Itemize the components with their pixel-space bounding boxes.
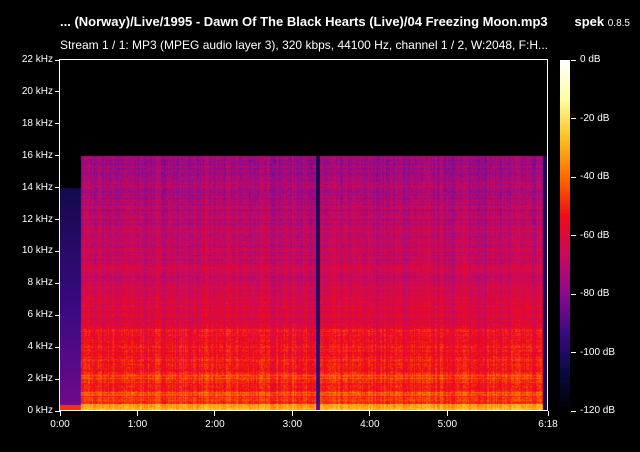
- y-tick: [55, 378, 60, 380]
- colorbar-tick: [571, 410, 576, 412]
- x-tick-label: 3:00: [282, 419, 303, 430]
- x-tick-label: 0:00: [50, 419, 70, 430]
- x-tick-label: 4:00: [360, 419, 380, 430]
- colorbar-tick: [571, 118, 576, 119]
- y-tick-label: 6 kHz: [27, 309, 53, 321]
- y-tick: [55, 282, 60, 284]
- x-tick: [214, 411, 216, 416]
- app-name-label: spek: [574, 14, 605, 29]
- colorbar-tick-label: -80 dB: [580, 288, 610, 299]
- colorbar: [560, 60, 570, 411]
- spectrogram: [60, 60, 548, 411]
- y-tick: [55, 314, 60, 316]
- y-tick: [55, 219, 60, 221]
- app-version: 0.8.5: [607, 18, 630, 29]
- y-tick-label: 12 kHz: [21, 213, 53, 225]
- colorbar-tick: [571, 59, 576, 61]
- y-tick-label: 20 kHz: [21, 85, 53, 97]
- y-tick: [55, 155, 60, 157]
- x-tick: [291, 411, 293, 416]
- y-tick: [55, 187, 60, 189]
- y-tick-label: 16 kHz: [21, 149, 53, 161]
- colorbar-tick-label: -20 dB: [580, 112, 610, 124]
- colorbar-tick-label: 0 dB: [580, 54, 601, 65]
- stream-info: Stream 1 / 1: MP3 (MPEG audio layer 3), …: [60, 38, 549, 52]
- x-tick-label: 5:00: [437, 419, 458, 430]
- x-tick: [369, 411, 371, 416]
- x-tick-label: 6:18: [538, 419, 558, 430]
- y-tick-label: 14 kHz: [21, 181, 53, 193]
- colorbar-tick: [571, 352, 576, 353]
- y-tick-label: 2 kHz: [27, 373, 53, 385]
- colorbar-tick-label: -120 dB: [580, 405, 616, 416]
- x-tick: [446, 411, 448, 416]
- colorbar-tick-label: -40 dB: [580, 171, 610, 182]
- x-tick-label: 1:00: [127, 419, 148, 430]
- x-tick-label: 2:00: [205, 419, 225, 430]
- y-tick: [55, 410, 60, 412]
- y-tick: [55, 123, 60, 125]
- y-tick-label: 8 kHz: [27, 277, 53, 289]
- y-tick-label: 0 kHz: [27, 405, 53, 416]
- colorbar-tick-label: -100 dB: [580, 346, 616, 358]
- y-tick-label: 22 kHz: [21, 54, 53, 65]
- x-tick: [59, 411, 61, 416]
- app-name: spek 0.8.5: [574, 14, 630, 29]
- y-tick-label: 4 kHz: [27, 341, 53, 353]
- colorbar-tick-label: -60 dB: [580, 229, 610, 241]
- y-tick: [55, 250, 60, 252]
- y-tick: [55, 91, 60, 93]
- file-title: ... (Norway)/Live/1995 - Dawn Of The Bla…: [60, 14, 548, 29]
- x-tick: [136, 411, 138, 416]
- y-tick: [55, 59, 60, 61]
- x-tick: [547, 411, 549, 416]
- colorbar-tick: [571, 176, 576, 178]
- y-tick-label: 10 kHz: [21, 245, 53, 257]
- y-tick-label: 18 kHz: [21, 117, 53, 129]
- y-tick: [55, 346, 60, 348]
- colorbar-tick: [571, 235, 576, 236]
- colorbar-tick: [571, 293, 576, 295]
